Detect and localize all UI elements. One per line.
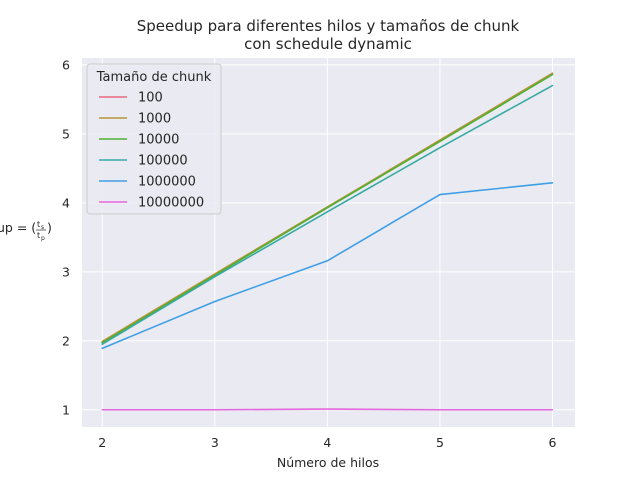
svg-text:s: s	[41, 224, 44, 231]
x-axis-label: Número de hilos	[277, 455, 379, 470]
svg-text:): )	[47, 220, 52, 235]
y-axis-label: up = ( t s t p )	[0, 220, 52, 242]
svg-text:t: t	[37, 220, 40, 229]
series-line-10000000	[101, 408, 554, 411]
y-tick-label: 4	[62, 195, 70, 210]
legend-box	[86, 63, 222, 215]
series-line-100000	[101, 84, 554, 346]
y-tick-label: 6	[62, 57, 70, 72]
chart-title-line1: Speedup para diferentes hilos y tamaños …	[137, 17, 520, 35]
legend-title: Tamaño de chunk	[96, 70, 212, 85]
chart-title-line2: con schedule dynamic	[244, 35, 412, 53]
legend: Tamaño de chunk 100 1000 10000 100000 1000000…	[86, 63, 222, 215]
legend-label-10000: 10000	[138, 133, 179, 148]
svg-text:up = (: up = (	[0, 220, 36, 235]
x-tick-label: 6	[549, 435, 557, 450]
legend-label-1000: 1000	[138, 112, 171, 127]
x-tick-label: 5	[436, 435, 444, 450]
svg-text:t: t	[37, 231, 40, 240]
legend-label-100: 100	[138, 91, 163, 106]
legend-label-100000: 100000	[138, 154, 188, 169]
series-lines	[101, 72, 554, 411]
y-tick-label: 3	[62, 264, 70, 279]
series-line-10000	[101, 73, 554, 344]
x-tick-label: 3	[211, 435, 219, 450]
series-line-1000000	[101, 182, 554, 350]
y-tick-label: 1	[62, 402, 70, 417]
svg-text:p: p	[41, 235, 45, 242]
y-tick-label: 5	[62, 126, 70, 141]
x-tick-label: 2	[98, 435, 106, 450]
legend-label-10000000: 10000000	[138, 196, 204, 211]
legend-label-1000000: 1000000	[138, 175, 196, 190]
tick-labels: 2 3 4 5 6 1 2 3 4 5 6	[62, 57, 556, 450]
y-tick-label: 2	[62, 333, 70, 348]
x-tick-label: 4	[323, 435, 331, 450]
